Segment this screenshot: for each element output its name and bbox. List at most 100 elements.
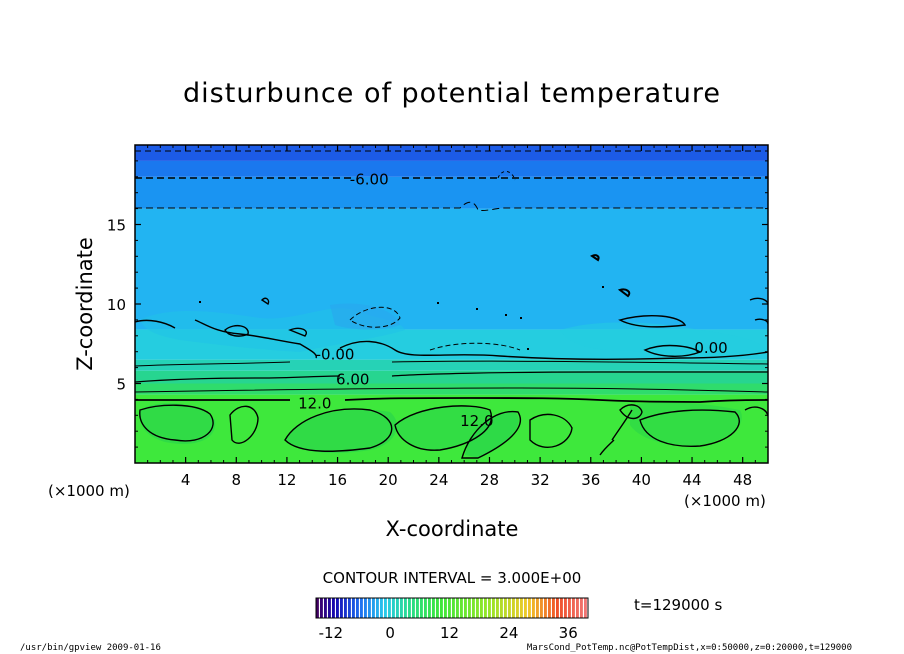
colorbar-swatch-4 xyxy=(332,598,335,618)
colorbar-swatch-5 xyxy=(336,598,339,618)
colorbar-swatch-31 xyxy=(440,598,443,618)
field-patches xyxy=(139,303,765,458)
field-layer-6 xyxy=(135,176,768,209)
colorbar-tick-label-0: -12 xyxy=(319,624,344,642)
colorbar-swatch-64 xyxy=(572,598,575,618)
colorbar-swatch-30 xyxy=(436,598,439,618)
colorbar-swatch-35 xyxy=(456,598,459,618)
colorbar-swatch-55 xyxy=(536,598,539,618)
colorbar-swatch-41 xyxy=(480,598,483,618)
colorbar-swatch-60 xyxy=(556,598,559,618)
colorbar-swatch-21 xyxy=(400,598,403,618)
colorbar-swatch-8 xyxy=(348,598,351,618)
colorbar-swatch-34 xyxy=(452,598,455,618)
y-tick-label-2: 15 xyxy=(107,217,126,235)
colorbar-swatch-18 xyxy=(388,598,391,618)
colorbar-swatch-58 xyxy=(548,598,551,618)
contour-3 xyxy=(135,360,768,367)
colorbar-swatch-28 xyxy=(428,598,431,618)
colorbar-swatch-13 xyxy=(368,598,371,618)
colorbar-swatch-49 xyxy=(512,598,515,618)
contour-neg6-top xyxy=(497,171,516,181)
y-axis-label: Z-coordinate xyxy=(73,237,97,371)
x-tick-label-2: 12 xyxy=(277,471,296,489)
x-tick-label-8: 36 xyxy=(581,471,600,489)
colorbar-tick-label-4: 36 xyxy=(559,624,578,642)
colorbar-ticks: -12 0 12 24 36 xyxy=(319,624,578,642)
colorbar-swatch-66 xyxy=(580,598,583,618)
colorbar-swatch-43 xyxy=(488,598,491,618)
colorbar-swatch-50 xyxy=(516,598,519,618)
contour-interval: CONTOUR INTERVAL = 3.000E+00 xyxy=(323,569,582,587)
colorbar-swatch-56 xyxy=(540,598,543,618)
contour-12-stub xyxy=(599,409,633,456)
x-unit-right: (×1000 m) xyxy=(684,492,766,510)
x-tick-label-1: 8 xyxy=(232,471,242,489)
contour-12 xyxy=(135,397,768,403)
colorbar-swatch-52 xyxy=(524,598,527,618)
x-tick-label-9: 40 xyxy=(632,471,651,489)
colorbar-swatch-16 xyxy=(380,598,383,618)
x-tick-label-6: 28 xyxy=(480,471,499,489)
x-tick-label-3: 16 xyxy=(328,471,347,489)
colorbar-swatch-51 xyxy=(520,598,523,618)
colorbar-tick-label-2: 12 xyxy=(440,624,459,642)
colorbar-swatch-3 xyxy=(328,598,331,618)
patch-right xyxy=(560,322,765,354)
x-unit-left: (×1000 m) xyxy=(48,482,130,500)
colorbar-swatch-20 xyxy=(396,598,399,618)
colorbar-swatch-39 xyxy=(472,598,475,618)
contour-6 xyxy=(135,371,768,383)
colorbar-swatch-15 xyxy=(376,598,379,618)
x-tick-label-7: 32 xyxy=(531,471,550,489)
colorbar-swatch-29 xyxy=(432,598,435,618)
colorbar-swatch-26 xyxy=(420,598,423,618)
colorbar-frame xyxy=(315,597,589,619)
contour-label-5: 0.00 xyxy=(694,339,727,357)
patch-green-4 xyxy=(465,411,519,458)
colorbar-swatch-14 xyxy=(372,598,375,618)
contour-label-0: -6.00 xyxy=(350,170,389,188)
colorbar-swatch-0 xyxy=(316,598,319,618)
colorbar-swatch-40 xyxy=(476,598,479,618)
patch-center xyxy=(330,303,400,330)
contour-label-4: 12.0 xyxy=(460,412,493,430)
colorbar-swatch-6 xyxy=(340,598,343,618)
colorbar-swatch-37 xyxy=(464,598,467,618)
x-tick-label-11: 48 xyxy=(733,471,752,489)
patch-green-3 xyxy=(395,406,491,450)
contour-12-cells xyxy=(139,404,768,459)
colorbar-swatch-38 xyxy=(468,598,471,618)
time-label: t=129000 s xyxy=(634,596,722,614)
colorbar-swatch-2 xyxy=(324,598,327,618)
colorbar-tick-label-3: 24 xyxy=(499,624,518,642)
colorbar-swatch-59 xyxy=(552,598,555,618)
contour-label-1: -0.00 xyxy=(316,345,355,363)
colorbar-swatch-11 xyxy=(360,598,363,618)
colorbar-swatch-65 xyxy=(576,598,579,618)
colorbar-swatch-27 xyxy=(424,598,427,618)
field-layer-3 xyxy=(135,359,768,371)
colorbar-swatch-57 xyxy=(544,598,547,618)
patch-green-2 xyxy=(285,409,398,453)
contour-lines xyxy=(135,150,768,459)
colorbar-swatch-32 xyxy=(444,598,447,618)
field-layer-8 xyxy=(135,145,768,161)
contour-dots xyxy=(199,254,631,350)
colorbar-swatch-45 xyxy=(496,598,499,618)
footer-right: MarsCond_PotTemp.nc@PotTempDist,x=0:5000… xyxy=(527,643,852,653)
colorbar-swatch-36 xyxy=(460,598,463,618)
colorbar-swatch-46 xyxy=(500,598,503,618)
y-tick-label-0: 5 xyxy=(116,376,126,394)
x-tick-label-5: 24 xyxy=(429,471,448,489)
colorbar-swatch-7 xyxy=(344,598,347,618)
colorbar-swatch-33 xyxy=(448,598,451,618)
y-axis: 5 10 15 xyxy=(107,160,768,448)
colorbar-swatch-42 xyxy=(484,598,487,618)
chart-title: disturbunce of potential temperature xyxy=(183,78,721,109)
colorbar-swatch-25 xyxy=(416,598,419,618)
colorbar-swatch-12 xyxy=(364,598,367,618)
colorbar xyxy=(316,598,587,618)
x-tick-label-0: 4 xyxy=(181,471,191,489)
